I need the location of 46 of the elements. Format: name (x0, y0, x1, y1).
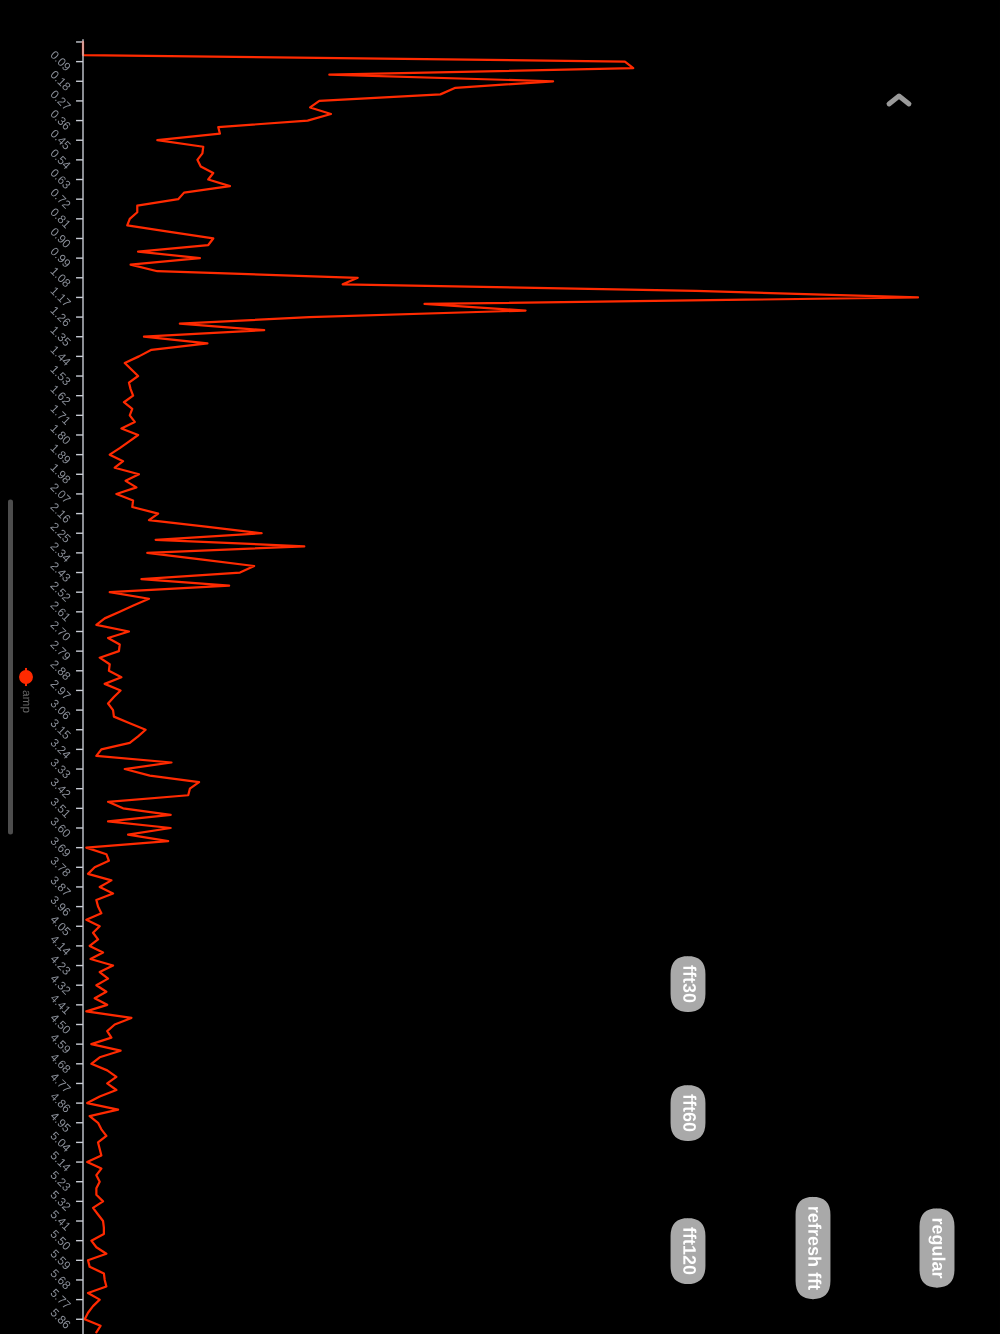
y-tick-label: 1.35 (50, 325, 72, 347)
y-tick-label: 5.68 (49, 1268, 72, 1290)
y-tick-label: 4.68 (49, 1052, 72, 1074)
y-tick-label: 1.26 (50, 305, 72, 328)
annotation: refresh fft (808, 1207, 822, 1290)
y-tick-label: 5.23 (49, 1170, 72, 1192)
y-tick-label: 3.15 (49, 718, 72, 740)
y-tick-label: 1.44 (50, 345, 72, 367)
y-tick-label: 2.34 (49, 541, 72, 563)
y-tick-label: 1.08 (50, 266, 72, 288)
y-tick-label: 0.09 (49, 50, 72, 72)
y-tick-label: 4.95 (49, 1111, 72, 1133)
annotation: fft30 (683, 965, 697, 1003)
y-tick-label: 4.59 (49, 1032, 72, 1055)
y-tick-label: 2.88 (49, 659, 72, 681)
y-tick-label: 1.53 (50, 364, 72, 387)
y-tick-label: 0.36 (49, 109, 72, 131)
y-tick-label: 2.16 (49, 502, 72, 524)
y-tick-label: 3.78 (49, 855, 72, 878)
y-tick-label: 3.69 (49, 836, 72, 858)
y-tick-label: 1.80 (50, 423, 72, 446)
text: regular (928, 1218, 946, 1279)
y-tick-label: 0.99 (49, 246, 72, 269)
y-tick-label: 5.50 (49, 1229, 72, 1251)
y-tick-label: 0.54 (49, 148, 72, 170)
y-tick-label: 5.77 (49, 1288, 72, 1310)
y-tick-label: 2.07 (49, 482, 72, 504)
y-tick-label: 0.27 (49, 89, 72, 111)
y-tick-label: 1.71 (50, 404, 72, 426)
legend-label: amp (20, 690, 30, 713)
y-tick-label: 0.18 (49, 69, 72, 92)
y-tick-label: 2.97 (49, 679, 72, 701)
y-tick-label: 3.87 (49, 875, 72, 897)
y-tick-label: 1.98 (50, 463, 72, 485)
y-tick-label: 0.90 (49, 227, 72, 249)
y-tick-label: 1.89 (50, 443, 72, 465)
y-tick-label: 4.41 (49, 993, 72, 1015)
y-tick-label: 2.43 (49, 561, 72, 583)
annotation: fft60 (683, 1094, 697, 1132)
annotation: fft120 (683, 1227, 697, 1275)
y-tick-label: 3.96 (49, 895, 72, 917)
y-tick-label: 2.70 (49, 620, 72, 642)
y-tick-label: 4.86 (49, 1091, 72, 1114)
y-tick-label: 1.17 (50, 286, 72, 308)
y-tick-label: 0.63 (49, 168, 72, 190)
y-tick-label: 4.14 (49, 934, 72, 956)
